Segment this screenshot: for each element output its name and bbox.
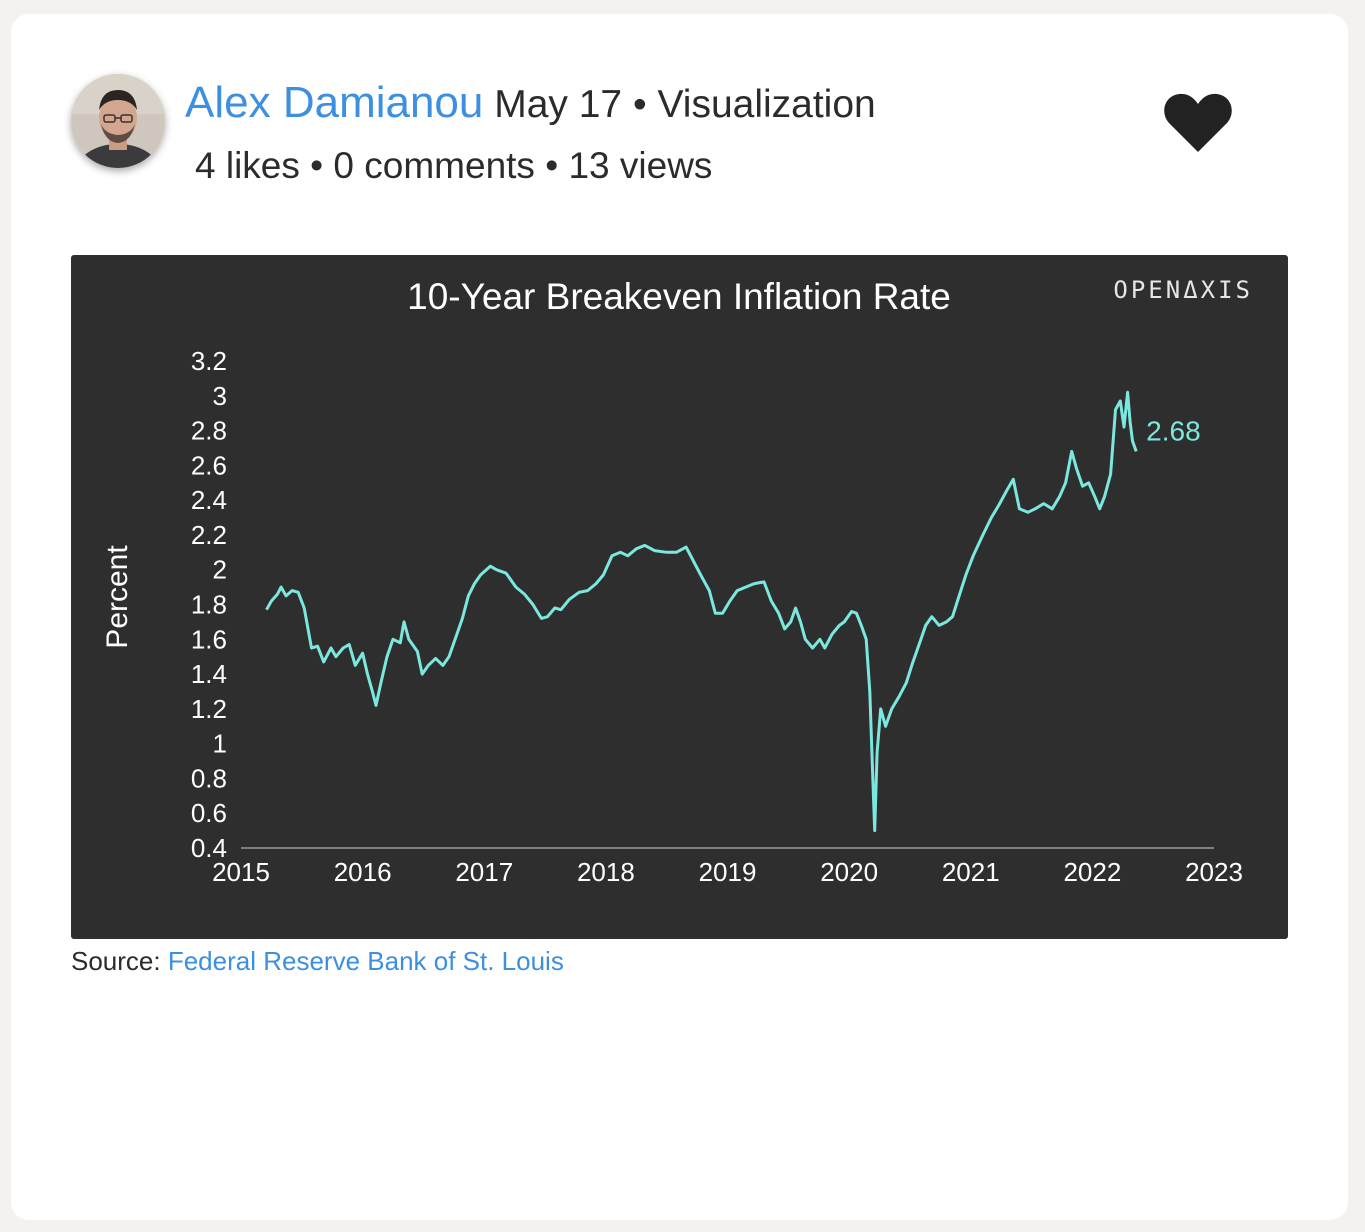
y-tick-label: 2.4 xyxy=(191,485,227,515)
series-group xyxy=(265,390,1138,833)
line-chart: 10-Year Breakeven Inflation Rate OPENΔXI… xyxy=(101,276,1253,887)
x-tick-label: 2015 xyxy=(212,857,270,887)
author-link[interactable]: Alex Damianou xyxy=(185,78,484,127)
post-header: Alex Damianou May 17 • Visualization xyxy=(185,78,876,130)
y-tick-label: 2.2 xyxy=(191,520,227,550)
source-label: Source: xyxy=(71,946,161,976)
likes-count: 4 likes xyxy=(195,145,300,186)
y-axis-ticks: 0.4 0.6 0.8 1 1.2 1.4 1.6 1.8 2 2.2 2.4 2.6 2.8 3 3.2 xyxy=(191,346,227,863)
brand-logo: OPENΔXIS xyxy=(1113,276,1253,304)
views-count: 13 views xyxy=(568,145,713,186)
source-link[interactable]: Federal Reserve Bank of St. Louis xyxy=(167,946,564,976)
separator: • xyxy=(545,145,559,186)
x-tick-label: 2016 xyxy=(334,857,392,887)
x-tick-label: 2018 xyxy=(577,857,635,887)
separator: • xyxy=(632,83,647,126)
post-stats: 4 likes • 0 comments • 13 views xyxy=(195,144,712,188)
x-tick-label: 2022 xyxy=(1063,857,1121,887)
y-tick-label: 3 xyxy=(213,381,227,411)
x-tick-label: 2017 xyxy=(455,857,513,887)
chart-panel: 10-Year Breakeven Inflation Rate OPENΔXI… xyxy=(71,255,1288,939)
y-tick-label: 1.4 xyxy=(191,659,227,689)
like-button[interactable] xyxy=(1163,92,1233,154)
heart-icon xyxy=(1164,93,1232,152)
y-tick-label: 3.2 xyxy=(191,346,227,376)
x-tick-label: 2021 xyxy=(942,857,1000,887)
post-category[interactable]: Visualization xyxy=(657,83,876,126)
separator: • xyxy=(310,145,324,186)
y-tick-label: 2.6 xyxy=(191,450,227,480)
comments-count: 0 comments xyxy=(333,145,535,186)
chart-title: 10-Year Breakeven Inflation Rate xyxy=(407,276,951,317)
user-photo xyxy=(71,74,165,168)
author-avatar[interactable] xyxy=(71,74,165,168)
y-tick-label: 1.8 xyxy=(191,590,227,620)
x-axis-ticks: 2015 2016 2017 2018 2019 2020 2021 2022 2023 xyxy=(212,857,1243,887)
y-tick-label: 1.6 xyxy=(191,624,227,654)
y-tick-label: 0.6 xyxy=(191,798,227,828)
y-axis-label: Percent xyxy=(101,545,134,649)
y-tick-label: 2.8 xyxy=(191,416,227,446)
x-tick-label: 2019 xyxy=(699,857,757,887)
x-tick-label: 2023 xyxy=(1185,857,1243,887)
y-tick-label: 1.2 xyxy=(191,694,227,724)
post-card: Alex Damianou May 17 • Visualization 4 l… xyxy=(11,14,1348,1220)
y-tick-label: 0.8 xyxy=(191,763,227,793)
series-line-0 xyxy=(265,390,1138,833)
source-line: Source: Federal Reserve Bank of St. Loui… xyxy=(71,944,564,978)
x-tick-label: 2020 xyxy=(820,857,878,887)
y-tick-label: 1 xyxy=(213,729,227,759)
y-tick-label: 0.4 xyxy=(191,833,227,863)
y-tick-label: 2 xyxy=(213,555,227,585)
end-value-label: 2.68 xyxy=(1146,416,1201,447)
post-date: May 17 xyxy=(494,83,623,126)
